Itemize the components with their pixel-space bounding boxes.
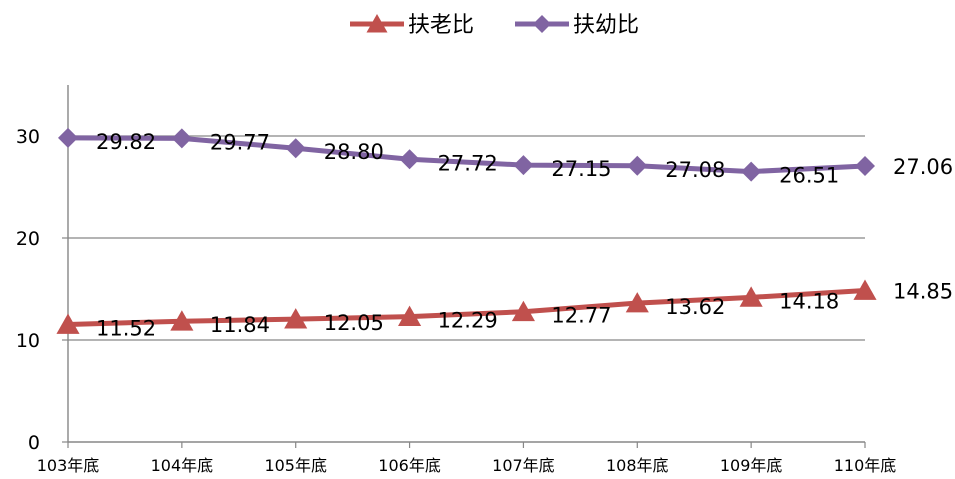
legend-label: 扶幼比: [573, 13, 639, 38]
legend-label: 扶老比: [408, 13, 474, 38]
data-point-triangle: [398, 305, 422, 326]
legend: 扶老比 扶幼比: [350, 13, 639, 38]
series-1: [56, 279, 877, 334]
data-label: 12.05: [324, 311, 384, 335]
data-label: 12.29: [438, 309, 498, 333]
legend-diamond-icon: [533, 15, 551, 33]
data-point-triangle: [284, 308, 308, 329]
legend-item-1: 扶老比: [350, 13, 474, 38]
data-label: 12.77: [551, 304, 611, 328]
data-label: 29.77: [210, 130, 270, 154]
data-point-triangle: [170, 310, 194, 331]
data-point-diamond: [627, 155, 648, 176]
data-point-diamond: [285, 138, 306, 159]
data-point-triangle: [511, 300, 535, 322]
legend-triangle-icon: [366, 14, 388, 33]
gridlines: [68, 135, 865, 341]
x-tick-label: 110年底: [834, 456, 897, 475]
x-tick-label: 106年底: [378, 456, 441, 475]
data-label: 27.15: [551, 157, 611, 181]
data-point-triangle: [739, 286, 763, 307]
data-point-diamond: [399, 149, 420, 170]
data-label: 11.84: [210, 313, 270, 337]
series-2: [58, 127, 875, 182]
y-tick-label: 20: [16, 228, 40, 250]
data-point-triangle: [625, 292, 649, 313]
y-tick-label: 10: [16, 330, 40, 352]
legend-item-2: 扶幼比: [515, 13, 639, 38]
data-label: 14.18: [779, 289, 839, 313]
x-tick-label: 109年底: [720, 456, 783, 475]
data-label: 27.72: [438, 151, 498, 175]
data-label: 27.08: [665, 158, 725, 182]
x-tick-label: 108年底: [606, 456, 669, 475]
x-tick-label: 107年底: [492, 456, 555, 475]
x-tick-label: 104年底: [151, 456, 214, 475]
series-line: [67, 135, 866, 175]
x-tick-label: 103年底: [37, 456, 100, 475]
data-point-triangle: [56, 313, 80, 334]
y-tick-label: 0: [28, 432, 40, 454]
data-label: 28.80: [324, 140, 384, 164]
series-line: [67, 288, 866, 327]
x-tick-label: 105年底: [264, 456, 327, 475]
data-label: 27.06: [893, 155, 953, 179]
data-point-triangle: [853, 279, 877, 300]
data-point-diamond: [58, 127, 78, 148]
data-point-diamond: [741, 161, 762, 182]
data-point-diamond: [855, 155, 875, 176]
data-point-diamond: [513, 155, 534, 176]
data-label: 11.52: [96, 316, 156, 340]
series-layer: [56, 127, 877, 334]
data-label: 14.85: [893, 280, 953, 304]
data-label: 26.51: [779, 164, 839, 188]
data-label: 13.62: [665, 295, 725, 319]
data-labels: 11.52 11.84 12.05 12.29 12.77 13.62 14.18 14.85…: [96, 130, 953, 341]
y-tick-label: 30: [16, 126, 40, 148]
data-point-diamond: [171, 128, 192, 149]
data-label: 29.82: [96, 130, 156, 154]
